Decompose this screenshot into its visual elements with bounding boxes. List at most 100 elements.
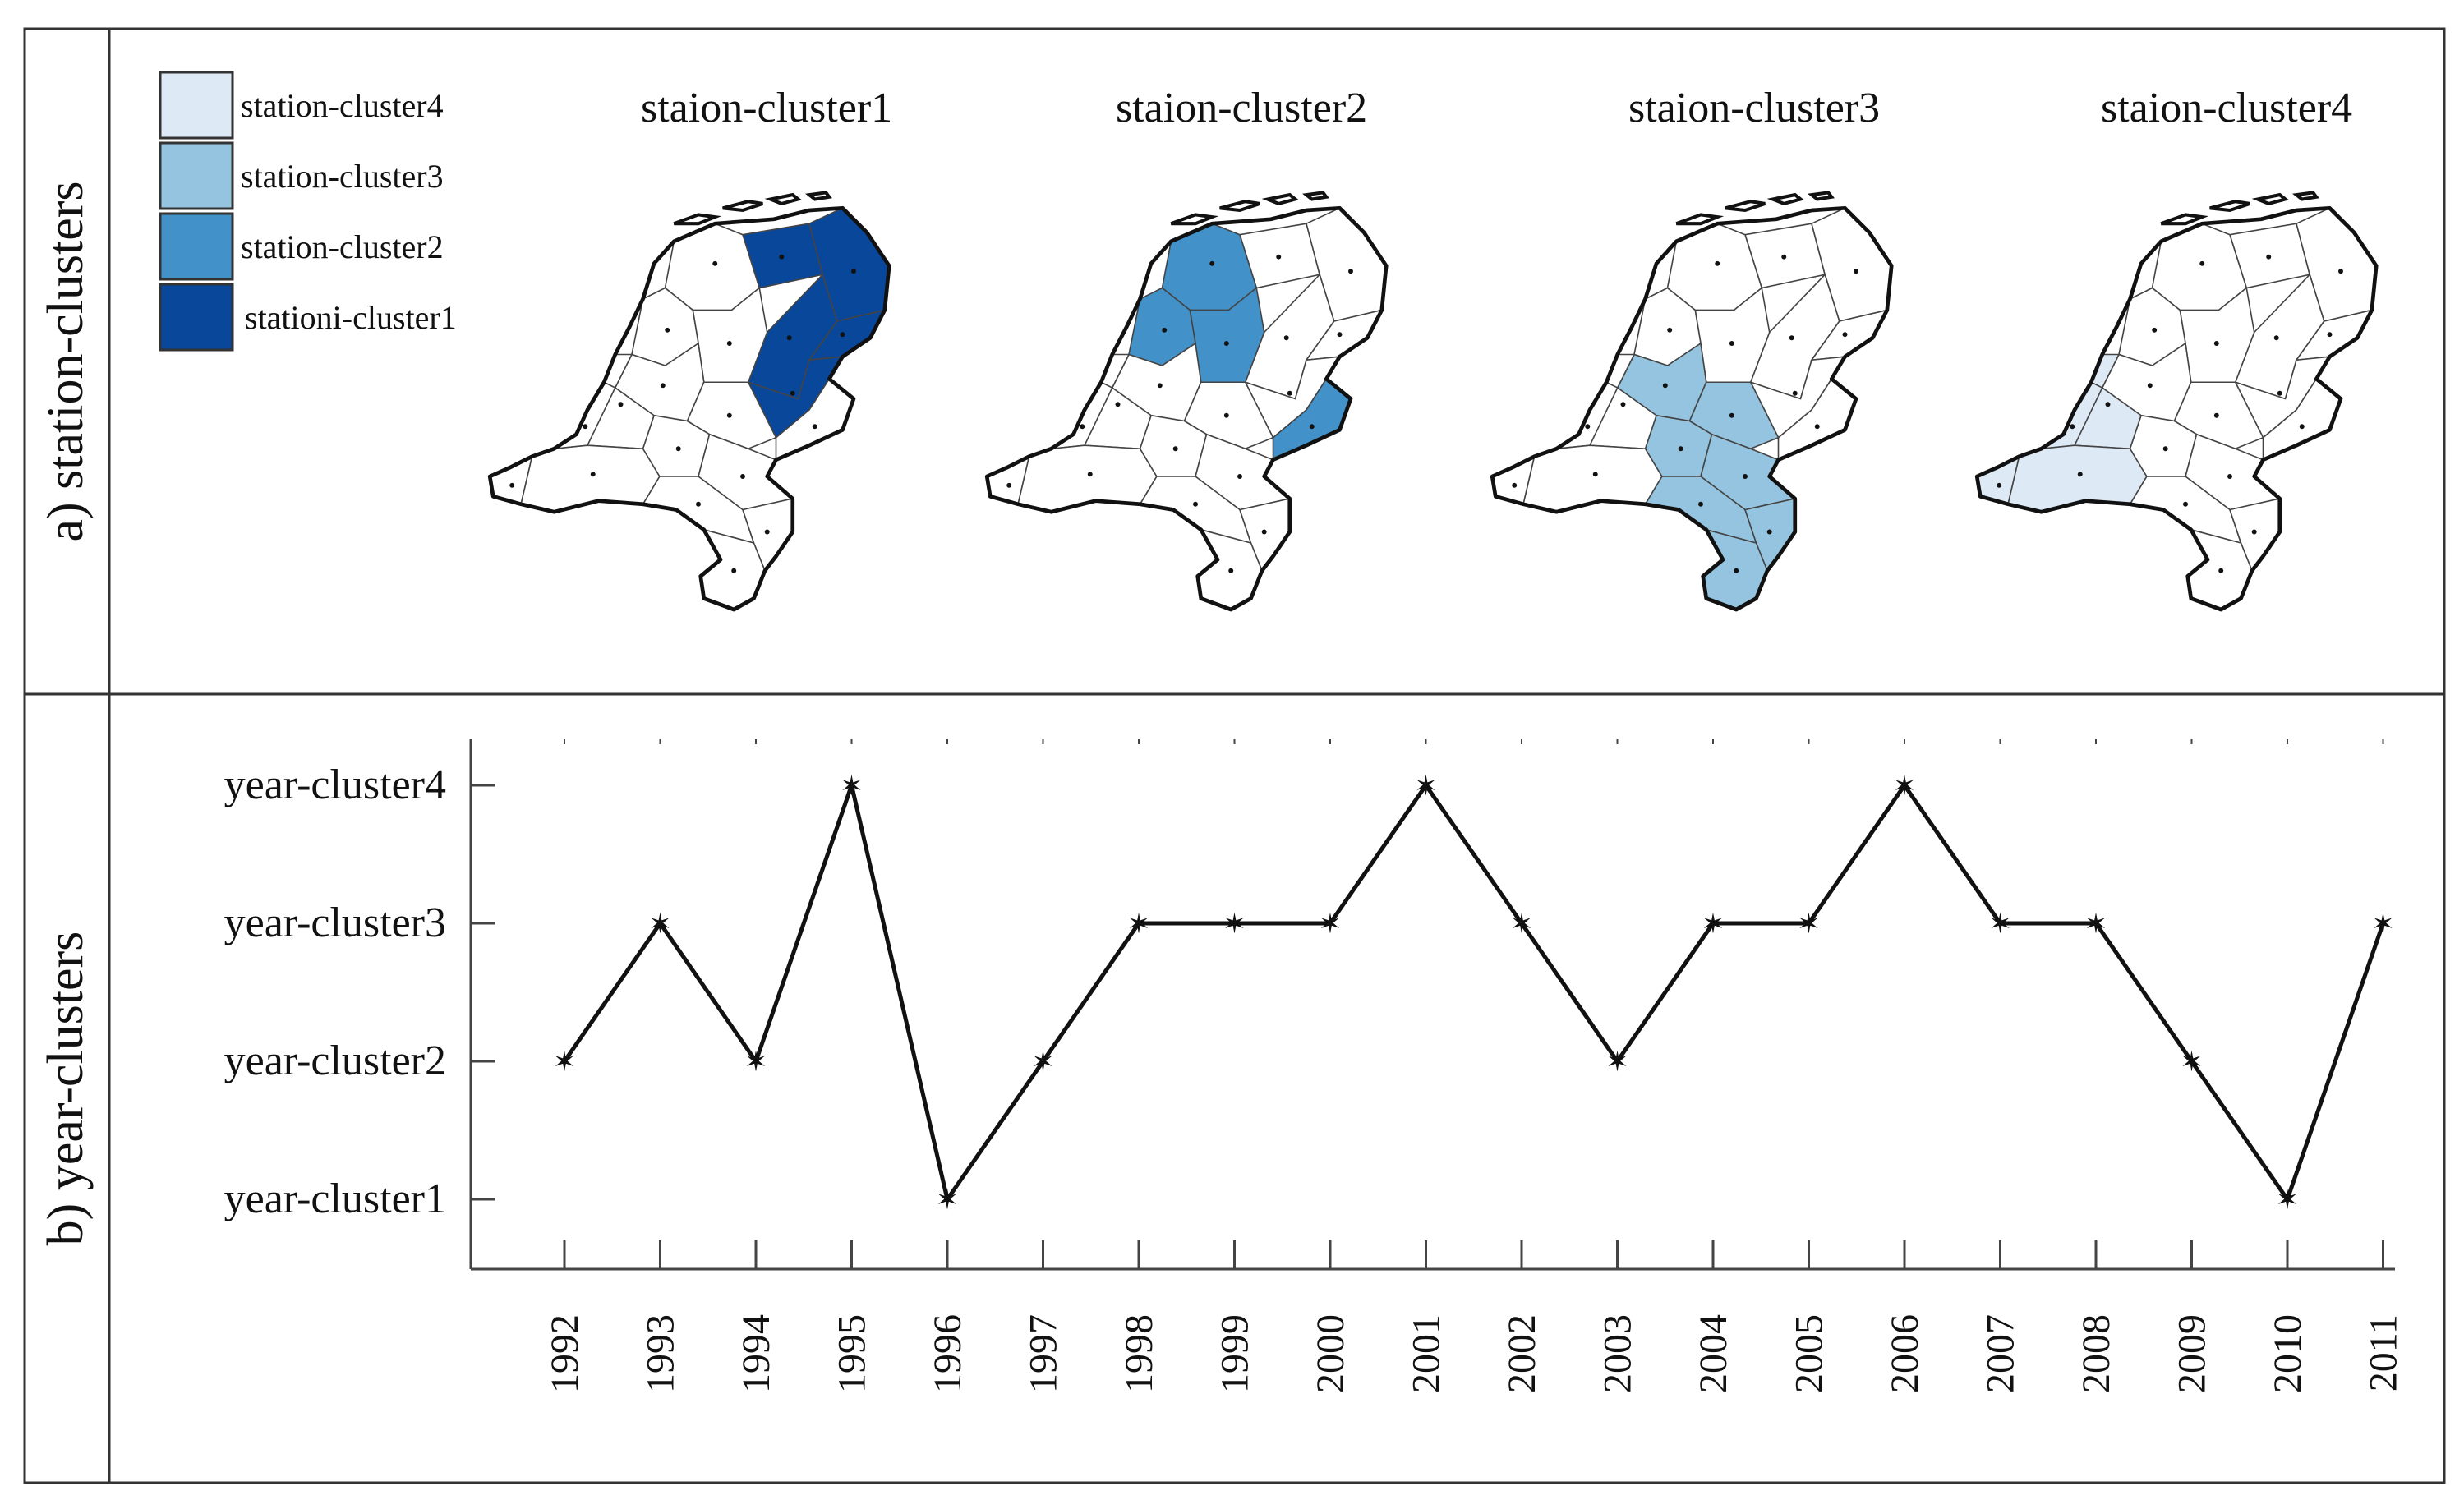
- legend-swatch: [159, 283, 234, 352]
- x-tick-label: 2010: [2266, 1314, 2310, 1393]
- station-dot: [851, 269, 856, 274]
- legend-label: stationi-cluster1: [245, 299, 457, 336]
- station-dot: [726, 412, 732, 418]
- x-tick-label: 2000: [1309, 1314, 1352, 1393]
- station-dot: [2327, 332, 2333, 338]
- station-dot: [2338, 269, 2343, 274]
- station-dot: [712, 260, 718, 266]
- island: [1675, 213, 1725, 226]
- x-tick-label: 1992: [543, 1314, 587, 1393]
- island: [2209, 200, 2250, 213]
- y-tick-label: year-cluster4: [224, 761, 446, 808]
- station-dot: [2273, 335, 2279, 341]
- station-dot: [1193, 501, 1198, 507]
- station-dot: [2213, 412, 2219, 418]
- coastline: [984, 205, 1389, 612]
- island: [722, 200, 763, 213]
- station-dot: [1667, 327, 1673, 333]
- station-dot: [590, 472, 596, 477]
- station-dot: [2266, 254, 2272, 260]
- data-point: ✶: [936, 1184, 960, 1217]
- station-dot: [1729, 412, 1734, 418]
- station-dot: [2105, 402, 2111, 407]
- station-dot: [1228, 568, 1234, 573]
- station-dot: [1662, 383, 1668, 389]
- station-dot: [1172, 446, 1178, 452]
- legend-swatch: [159, 141, 234, 210]
- data-point: ✶: [1127, 908, 1151, 941]
- data-point: ✶: [2276, 1184, 2300, 1217]
- station-dot: [840, 332, 845, 338]
- station-dot: [696, 501, 701, 507]
- legend-label: station-cluster3: [241, 158, 444, 195]
- map-title-2: staion-cluster2: [1116, 85, 1367, 131]
- panel-a-label: a) station-clusters: [38, 181, 94, 541]
- data-point: ✶: [1510, 908, 1534, 941]
- data-point: ✶: [2084, 908, 2108, 941]
- netherlands-map: [1974, 191, 2379, 612]
- legend-item: station-cluster2: [159, 212, 444, 281]
- island: [1766, 192, 1804, 206]
- x-tick-label: 2009: [2171, 1314, 2214, 1393]
- station-dot: [2162, 446, 2168, 452]
- y-tick-label: year-cluster1: [224, 1175, 446, 1222]
- island: [764, 192, 802, 206]
- station-dot: [1276, 254, 1282, 260]
- x-tick-label: 2007: [1979, 1314, 2023, 1393]
- station-dot: [1287, 390, 1292, 396]
- data-point: ✶: [1797, 908, 1821, 941]
- figure-frame: [23, 27, 2446, 1484]
- station-dot: [1792, 390, 1798, 396]
- island: [2292, 191, 2319, 201]
- station-dot: [1620, 402, 1626, 407]
- legend-item: station-cluster4: [159, 71, 444, 140]
- data-point: ✶: [1702, 908, 1725, 941]
- x-tick-label: 1998: [1117, 1314, 1161, 1393]
- data-point: ✶: [1988, 908, 2012, 941]
- coastline: [487, 205, 891, 612]
- station-dot: [1283, 335, 1289, 341]
- station-dot: [1006, 482, 1012, 488]
- legend-item: stationi-cluster1: [159, 283, 457, 352]
- x-tick-label: 1994: [735, 1314, 778, 1393]
- station-dot: [509, 482, 515, 488]
- data-point: ✶: [2371, 908, 2395, 941]
- station-dot: [1157, 383, 1163, 389]
- station-dot: [2251, 529, 2257, 535]
- station-dot: [1087, 472, 1093, 477]
- station-dot: [2070, 424, 2075, 430]
- station-dot: [675, 446, 681, 452]
- station-dot: [660, 383, 666, 389]
- station-dot: [1997, 482, 2002, 488]
- station-dot: [1715, 260, 1720, 266]
- island: [673, 213, 722, 226]
- station-dot: [1209, 260, 1215, 266]
- station-dot: [583, 424, 588, 430]
- x-tick-label: 2001: [1405, 1314, 1448, 1393]
- station-dot: [2213, 341, 2219, 346]
- x-tick-label: 2005: [1788, 1314, 1831, 1393]
- data-point: ✶: [2180, 1046, 2204, 1079]
- station-dot: [790, 390, 795, 396]
- map-title-4: staion-cluster4: [2101, 85, 2352, 131]
- island: [1219, 200, 1260, 213]
- island: [1725, 200, 1766, 213]
- panel-b-label: b) year-clusters: [38, 932, 94, 1246]
- station-dot: [1237, 474, 1242, 479]
- data-point: ✶: [1319, 908, 1343, 941]
- map-title-1: staion-cluster1: [641, 85, 892, 131]
- station-dot: [1115, 402, 1121, 407]
- island: [1808, 191, 1835, 201]
- station-dot: [1766, 529, 1772, 535]
- x-tick-label: 2008: [2075, 1314, 2118, 1393]
- station-dot: [2077, 472, 2083, 477]
- legend-swatch: [159, 212, 234, 281]
- data-point: ✶: [1893, 770, 1917, 803]
- station-dot: [1585, 424, 1591, 430]
- station-dot: [1592, 472, 1598, 477]
- legend-label: station-cluster4: [241, 87, 444, 124]
- station-dot: [1512, 482, 1518, 488]
- station-cluster-maps: [487, 191, 2379, 612]
- x-tick-label: 2011: [2362, 1314, 2406, 1392]
- x-tick-label: 1997: [1022, 1314, 1066, 1393]
